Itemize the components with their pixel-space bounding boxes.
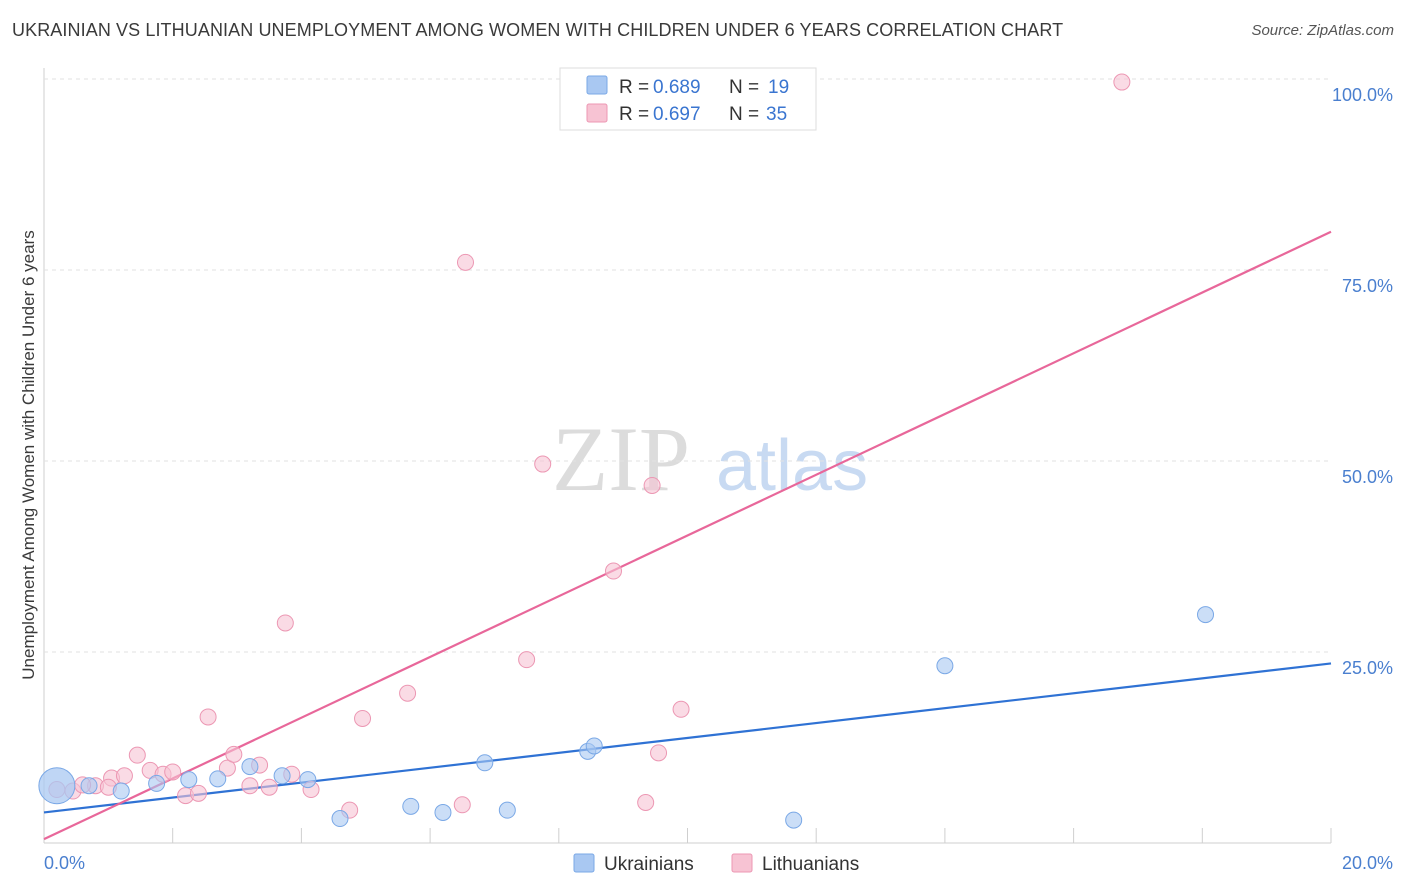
point-ukrainians — [148, 774, 166, 792]
x-tick-label-max: 20.0% — [1342, 853, 1393, 873]
data-points — [38, 73, 1215, 829]
point-ukrainians — [299, 771, 317, 789]
point-lithuanians — [164, 763, 182, 781]
point-ukrainians — [180, 771, 198, 789]
y-axis-label: Unemployment Among Women with Children U… — [19, 230, 38, 679]
y-tick-label: 50.0% — [1342, 467, 1393, 487]
watermark-zip: ZIP — [552, 408, 690, 510]
point-lithuanians — [218, 759, 236, 777]
point-ukrainians — [209, 770, 227, 788]
point-ukrainians — [331, 810, 349, 828]
point-ukrainians — [785, 811, 803, 829]
chart-title: UKRAINIAN VS LITHUANIAN UNEMPLOYMENT AMO… — [12, 20, 1064, 40]
point-lithuanians — [1113, 73, 1131, 91]
x-axis-ticks — [172, 828, 1332, 843]
point-lithuanians — [456, 253, 474, 271]
point-lithuanians — [199, 708, 217, 726]
source-label: Source: ZipAtlas.com — [1251, 22, 1394, 39]
point-lithuanians — [604, 562, 622, 580]
top-legend: R = 0.689 N = 19 R = 0.697 N = 35 — [559, 67, 817, 131]
point-ukrainians — [402, 797, 420, 815]
bottom-legend-ukrainians: Ukrainians — [604, 854, 694, 875]
point-lithuanians — [534, 455, 552, 473]
legend-r-label-1: R = — [619, 77, 649, 98]
y-tick-label: 100.0% — [1332, 85, 1393, 105]
x-tick-label-min: 0.0% — [44, 853, 85, 873]
point-ukrainians — [936, 657, 954, 675]
point-lithuanians — [399, 684, 417, 702]
legend-swatch-ukrainians — [586, 75, 608, 95]
point-lithuanians — [354, 709, 372, 727]
point-lithuanians — [189, 784, 207, 802]
watermark-atlas: atlas — [716, 426, 868, 506]
legend-r-value-1: 0.689 — [653, 77, 701, 98]
point-lithuanians — [128, 746, 146, 764]
y-tick-labels: 25.0% 50.0% 75.0% 100.0% — [1332, 85, 1393, 678]
point-ukrainians — [241, 758, 259, 776]
point-lithuanians — [637, 794, 655, 812]
point-ukrainians — [585, 737, 603, 755]
point-lithuanians — [260, 778, 278, 796]
point-lithuanians — [453, 796, 471, 814]
point-lithuanians — [225, 745, 243, 763]
point-lithuanians — [650, 744, 668, 762]
point-lithuanians — [241, 777, 259, 795]
point-lithuanians — [518, 651, 536, 669]
point-ukrainians — [434, 803, 452, 821]
legend-n-value-1: 19 — [768, 77, 789, 98]
legend-r-value-2: 0.697 — [653, 104, 701, 125]
gridlines — [44, 78, 1331, 653]
point-ukrainians — [80, 777, 98, 795]
trend-line-ukrainians — [43, 662, 1332, 814]
point-lithuanians — [672, 700, 690, 718]
point-lithuanians — [276, 614, 294, 632]
trend-lines — [43, 230, 1332, 841]
bottom-legend-swatch-lithuanians — [731, 853, 753, 873]
point-ukrainians — [1197, 606, 1215, 624]
legend-swatch-lithuanians — [586, 103, 608, 123]
point-ukrainians — [112, 782, 130, 800]
point-lithuanians — [115, 767, 133, 785]
point-ukrainians — [273, 767, 291, 785]
trend-line-lithuanians — [43, 230, 1332, 841]
legend-r-label-2: R = — [619, 104, 649, 125]
bottom-legend: Ukrainians Lithuanians — [573, 853, 859, 875]
legend-n-value-2: 35 — [766, 104, 787, 125]
bottom-legend-lithuanians: Lithuanians — [762, 854, 859, 875]
point-ukrainians — [498, 801, 516, 819]
bottom-legend-swatch-ukrainians — [573, 853, 595, 873]
legend-n-label-1: N = — [729, 77, 759, 98]
legend-n-label-2: N = — [729, 104, 759, 125]
point-ukrainians — [38, 767, 76, 805]
point-lithuanians — [643, 476, 661, 494]
point-ukrainians — [476, 754, 494, 772]
y-tick-label: 25.0% — [1342, 658, 1393, 678]
y-tick-label: 75.0% — [1342, 276, 1393, 296]
